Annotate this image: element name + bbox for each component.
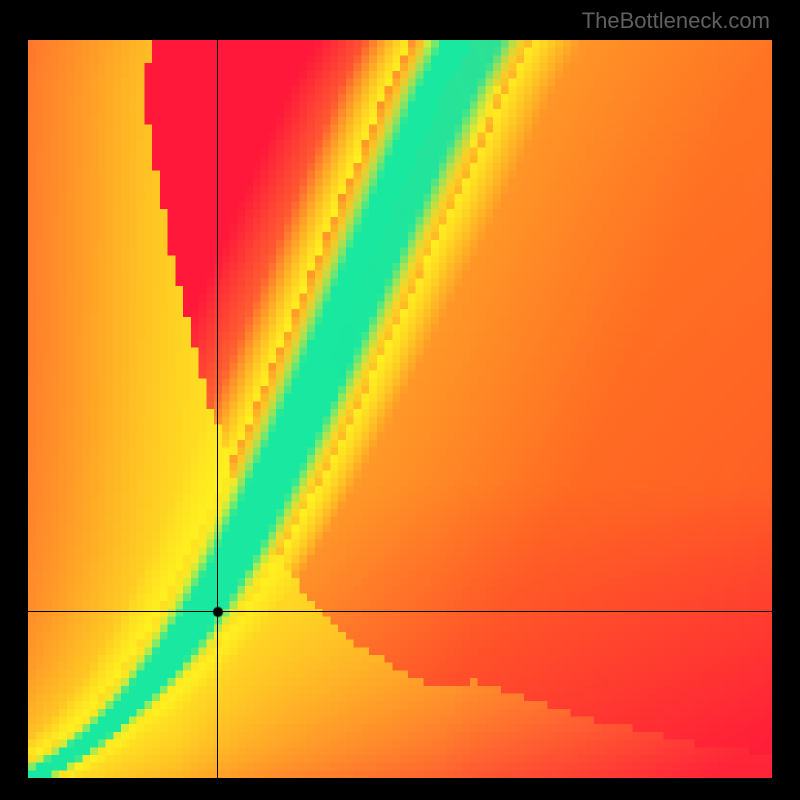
crosshair-horizontal [28,611,772,612]
crosshair-vertical [217,40,218,778]
plot-area [28,40,772,778]
chart-frame: TheBottleneck.com [0,0,800,800]
watermark-label: TheBottleneck.com [582,8,770,34]
bottleneck-heatmap [28,40,772,778]
marker-dot [212,606,224,618]
